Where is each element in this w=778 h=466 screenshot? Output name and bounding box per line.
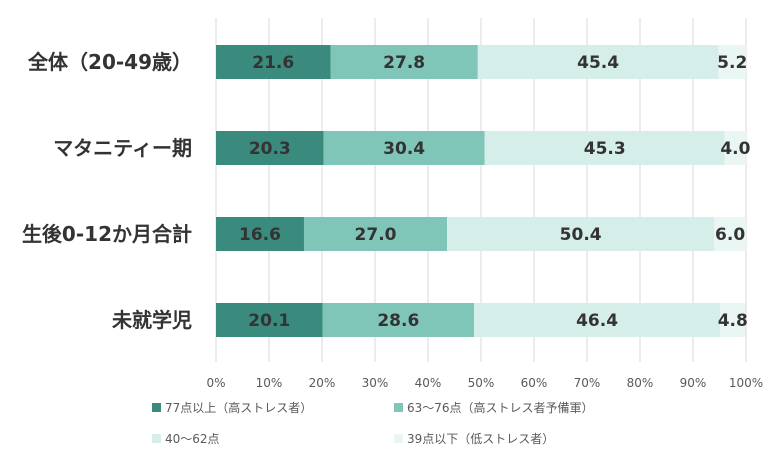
x-tick-label: 0% xyxy=(206,376,225,390)
bar-segment xyxy=(303,217,448,251)
x-tick-label: 20% xyxy=(309,376,336,390)
bar-segment xyxy=(216,45,331,79)
data-labels: 21.6 27.8 45.4 5.2 20.3 30.4 45.3 4.0 16.6 27.0 50… xyxy=(239,53,751,331)
bar-value-label: 28.6 xyxy=(377,311,419,331)
bar-segment xyxy=(718,45,746,79)
bar-segment xyxy=(714,217,746,251)
bar-segment xyxy=(216,303,323,337)
category-label: マタニティー期 xyxy=(53,136,192,160)
bar-value-label: 45.4 xyxy=(577,53,619,73)
legend: 77点以上（高ストレス者） 63〜76点（高ストレス者予備軍） 40〜62点 39点以… xyxy=(152,400,594,446)
bars xyxy=(216,45,746,337)
bar-value-label: 50.4 xyxy=(560,225,602,245)
x-tick-label: 80% xyxy=(627,376,654,390)
bar-segment xyxy=(720,303,746,337)
legend-label: 77点以上（高ストレス者） xyxy=(165,400,312,415)
bar-segment xyxy=(474,303,721,337)
bar-value-label: 16.6 xyxy=(239,225,281,245)
bar-segment xyxy=(216,217,304,251)
bar-segment xyxy=(447,217,715,251)
category-label: 未就学児 xyxy=(112,308,192,332)
x-tick-label: 60% xyxy=(521,376,548,390)
bar-value-label: 21.6 xyxy=(252,53,294,73)
x-tick-label: 50% xyxy=(468,376,495,390)
legend-swatch xyxy=(152,434,161,443)
bar-value-label: 6.0 xyxy=(715,225,745,245)
legend-label: 63〜76点（高ストレス者予備軍） xyxy=(407,400,594,415)
bar-value-label: 27.8 xyxy=(383,53,425,73)
bar-segment xyxy=(484,131,725,165)
bar-segment xyxy=(724,131,746,165)
bar-segment xyxy=(330,45,478,79)
x-tick-label: 30% xyxy=(362,376,389,390)
legend-label: 39点以下（低ストレス者） xyxy=(407,432,554,446)
category-label: 生後0-12か月合計 xyxy=(22,222,192,246)
x-tick-label: 40% xyxy=(415,376,442,390)
bar-value-label: 20.1 xyxy=(248,311,290,331)
x-tick-label: 70% xyxy=(574,376,601,390)
bar-value-label: 5.2 xyxy=(717,53,747,73)
category-label: 全体（20-49歳） xyxy=(27,50,192,74)
x-tick-label: 100% xyxy=(729,376,763,390)
x-axis-ticks: 0% 10% 20% 30% 40% 50% 60% 70% 80% 90% 100% xyxy=(206,376,763,390)
bar-value-label: 20.3 xyxy=(249,139,291,159)
legend-swatch xyxy=(394,403,403,412)
x-tick-label: 10% xyxy=(256,376,283,390)
bar-segment xyxy=(216,131,324,165)
bar-value-label: 30.4 xyxy=(383,139,425,159)
x-tick-label: 90% xyxy=(680,376,707,390)
bar-segment xyxy=(477,45,719,79)
legend-label: 40〜62点 xyxy=(165,432,220,446)
bar-value-label: 27.0 xyxy=(355,225,397,245)
bar-value-label: 4.8 xyxy=(718,311,748,331)
bar-value-label: 4.0 xyxy=(720,139,750,159)
bar-value-label: 45.3 xyxy=(584,139,626,159)
bar-value-label: 46.4 xyxy=(576,311,618,331)
bar-segment xyxy=(323,131,485,165)
legend-swatch xyxy=(152,403,161,412)
bar-segment xyxy=(322,303,475,337)
legend-swatch xyxy=(394,434,403,443)
